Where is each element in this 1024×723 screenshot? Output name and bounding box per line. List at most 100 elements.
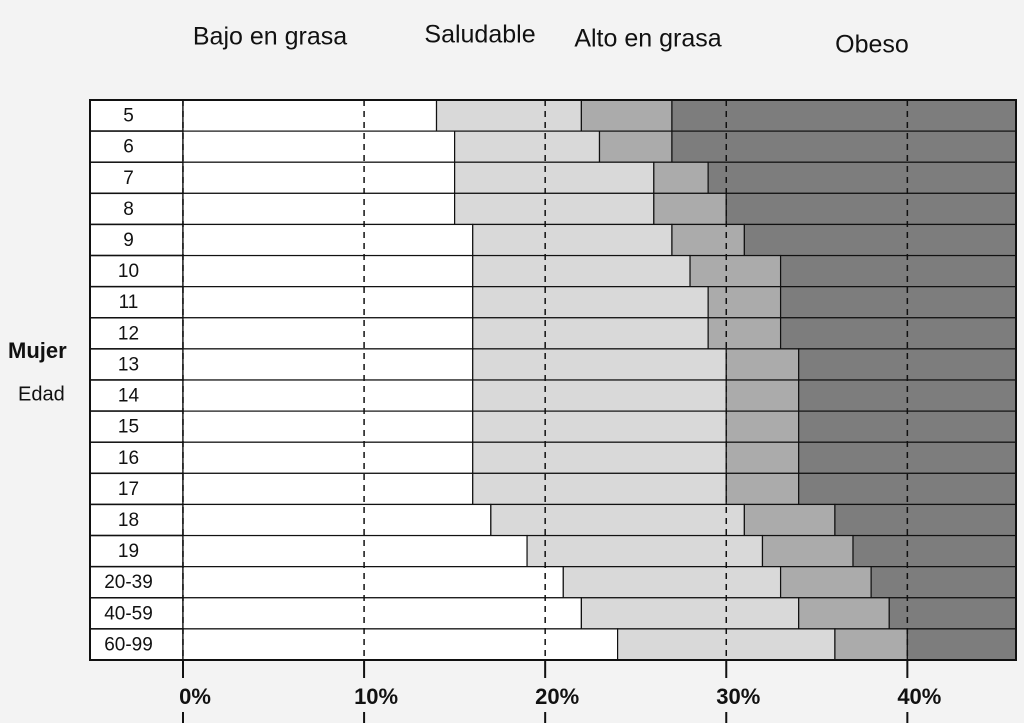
legend-label: Bajo en grasa: [193, 23, 347, 51]
bar-segment: [182, 192, 456, 226]
label-cell: [89, 285, 184, 319]
bar-segment: [779, 566, 872, 599]
label-cell: [89, 161, 184, 195]
bar-segment: [472, 254, 691, 288]
bar-segment: [725, 379, 800, 412]
bar-segment: [906, 628, 1017, 661]
y-tick-label: 17: [118, 479, 139, 500]
y-tick-label: 9: [123, 230, 134, 251]
bar-segment: [725, 441, 800, 474]
label-cell: [89, 99, 184, 132]
group-label: Mujer: [8, 338, 67, 363]
bar-segment: [472, 441, 727, 474]
bar-segment: [472, 348, 727, 381]
plot-frame: [89, 99, 1017, 661]
bar-segment: [526, 534, 764, 568]
label-cell: [89, 223, 184, 257]
bar-segment: [182, 441, 474, 474]
bar-segment: [454, 192, 655, 226]
bar-segment: [472, 379, 727, 412]
bar-segment: [653, 161, 709, 194]
bar-segment: [472, 410, 727, 443]
legend-label: Alto en grasa: [574, 25, 721, 53]
x-tick-label: 30%: [716, 684, 760, 709]
bar-segment: [454, 130, 601, 163]
label-cell: [89, 130, 184, 163]
bar-segment: [725, 192, 1017, 226]
axis-label: Edad: [18, 383, 65, 405]
bar-segment: [743, 223, 1017, 257]
label-cell: [89, 597, 184, 630]
label-cell: [89, 317, 184, 350]
bar-segment: [725, 348, 800, 381]
legend-label: Obeso: [835, 31, 909, 59]
bar-segment: [182, 348, 474, 381]
label-cell: [89, 192, 184, 226]
bar-segment: [182, 597, 582, 630]
bar-segment: [834, 503, 1017, 537]
bar-segment: [779, 317, 1017, 350]
bar-segment: [852, 534, 1017, 568]
bar-segment: [725, 472, 800, 506]
bar-segment: [182, 503, 492, 537]
bar-segment: [653, 192, 727, 226]
bar-segment: [182, 223, 474, 257]
bar-segment: [182, 130, 456, 163]
bar-segment: [182, 566, 564, 599]
x-tick-label: 0%: [179, 684, 211, 709]
bar-segment: [182, 534, 528, 568]
y-tick-label: 10: [118, 261, 139, 282]
label-cell: [89, 254, 184, 288]
y-tick-label: 12: [118, 323, 139, 344]
bar-segment: [182, 317, 474, 350]
bar-segment: [888, 597, 1017, 630]
bar-segment: [689, 254, 782, 288]
bar-segment: [182, 379, 474, 412]
bar-segment: [834, 628, 908, 661]
y-tick-label: 18: [118, 510, 139, 531]
label-cell: [89, 565, 184, 599]
y-tick-label: 11: [119, 292, 139, 313]
bar-segment: [182, 286, 474, 319]
bar-segment: [472, 472, 727, 506]
bar-segment: [743, 503, 836, 537]
y-tick-label: 14: [118, 386, 140, 407]
bar-segment: [580, 597, 800, 630]
bar-segment: [707, 161, 1017, 194]
y-tick-label: 60-99: [104, 634, 153, 655]
bar-segment: [798, 597, 890, 630]
bar-segment: [182, 628, 619, 661]
bar-segment: [454, 161, 655, 194]
bar-segment: [779, 254, 1017, 288]
bar-segment: [182, 254, 474, 288]
y-tick-label: 6: [123, 137, 134, 158]
bar-segment: [779, 286, 1017, 319]
bar-segment: [671, 223, 745, 257]
bar-segment: [490, 503, 745, 537]
bar-segment: [707, 286, 782, 319]
bar-segment: [182, 99, 438, 132]
y-tick-label: 40-59: [104, 603, 153, 624]
y-tick-label: 5: [123, 106, 134, 127]
bar-segment: [182, 472, 474, 506]
y-tick-label: 20-39: [104, 572, 153, 593]
x-tick-label: 20%: [535, 684, 579, 709]
bar-segment: [435, 99, 582, 132]
bar-segment: [798, 410, 1017, 443]
bar-segment: [798, 379, 1017, 412]
bar-segment: [472, 286, 709, 319]
y-tick-label: 7: [123, 168, 134, 189]
bar-segment: [598, 130, 673, 163]
bar-segment: [562, 566, 782, 599]
y-tick-label: 16: [118, 448, 139, 469]
bar-segment: [182, 410, 474, 443]
y-tick-label: 8: [123, 199, 134, 220]
bar-segment: [671, 130, 1017, 163]
bar-segment: [182, 161, 456, 194]
x-tick-label: 40%: [897, 684, 941, 709]
bar-segment: [671, 99, 1017, 132]
bar-segment: [725, 410, 800, 443]
bar-segment: [580, 99, 673, 132]
